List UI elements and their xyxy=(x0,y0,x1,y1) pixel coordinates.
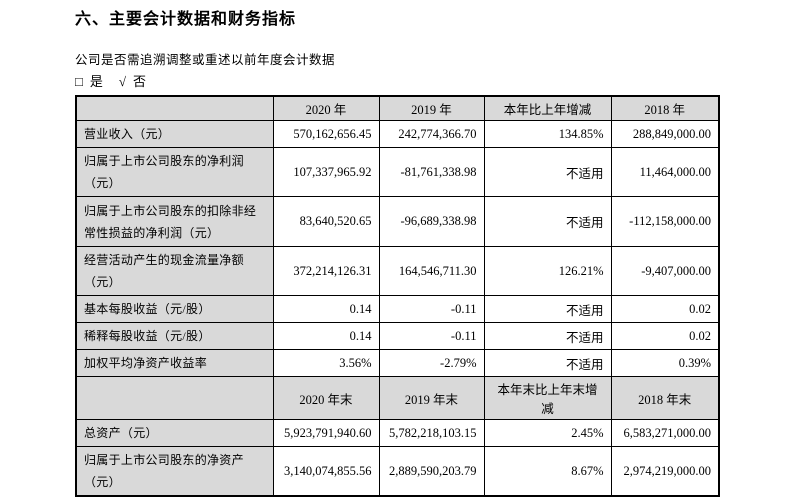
table-row-total-assets: 总资产（元） 5,923,791,940.60 5,782,218,103.15… xyxy=(75,419,720,447)
value-2019: 2,889,590,203.79 xyxy=(378,446,485,497)
value-2018: 0.39% xyxy=(610,349,720,377)
section-title: 六、主要会计数据和财务指标 xyxy=(75,11,297,28)
table-row-diluted-eps: 稀释每股收益（元/股） 0.14 -0.11 不适用 0.02 xyxy=(75,322,720,350)
row-label: 营业收入（元） xyxy=(75,120,274,148)
value-2020: 372,214,126.31 xyxy=(272,246,380,296)
header-2020-end: 2020 年末 xyxy=(272,376,380,420)
report-page: 六、主要会计数据和财务指标 公司是否需追溯调整或重述以前年度会计数据 □ 是 √ 否 … xyxy=(75,11,720,497)
value-2020: 3.56% xyxy=(272,349,380,377)
value-2018: 11,464,000.00 xyxy=(610,147,720,197)
table-row-net-profit-excl-nonrecurring: 归属于上市公司股东的扣除非经常性损益的净利润（元） 83,640,520.65 … xyxy=(75,196,720,247)
header-empty-cell xyxy=(75,376,274,420)
value-change: 不适用 xyxy=(483,196,612,247)
header-yoy-change: 本年比上年增减 xyxy=(483,95,612,121)
row-label: 归属于上市公司股东的扣除非经常性损益的净利润（元） xyxy=(75,196,274,247)
header-2019-end: 2019 年末 xyxy=(378,376,485,420)
financial-indicators-table: 2020 年 2019 年 本年比上年增减 2018 年 营业收入（元） 570… xyxy=(75,95,720,497)
value-2020: 0.14 xyxy=(272,295,380,323)
value-2020: 570,162,656.45 xyxy=(272,120,380,148)
header-2019: 2019 年 xyxy=(378,95,485,121)
table-row-weighted-avg-roe: 加权平均净资产收益率 3.56% -2.79% 不适用 0.39% xyxy=(75,349,720,377)
value-change: 8.67% xyxy=(483,446,612,497)
value-change: 134.85% xyxy=(483,120,612,148)
table-row-basic-eps: 基本每股收益（元/股） 0.14 -0.11 不适用 0.02 xyxy=(75,295,720,323)
header-yearend-change: 本年末比上年末增减 xyxy=(483,376,612,420)
header-empty-cell xyxy=(75,95,274,121)
value-2019: -96,689,338.98 xyxy=(378,196,485,247)
value-2020: 5,923,791,940.60 xyxy=(272,419,380,447)
value-2019: -81,761,338.98 xyxy=(378,147,485,197)
header-2018-end: 2018 年末 xyxy=(610,376,720,420)
value-2018: -9,407,000.00 xyxy=(610,246,720,296)
value-2019: -2.79% xyxy=(378,349,485,377)
value-2019: 242,774,366.70 xyxy=(378,120,485,148)
yes-checkbox-icon[interactable]: □ xyxy=(75,74,83,89)
value-2019: -0.11 xyxy=(378,295,485,323)
value-2018: 2,974,219,000.00 xyxy=(610,446,720,497)
header-2018: 2018 年 xyxy=(610,95,720,121)
yes-label: 是 xyxy=(89,74,103,89)
table-row-net-profit: 归属于上市公司股东的净利润（元） 107,337,965.92 -81,761,… xyxy=(75,147,720,197)
value-change: 不适用 xyxy=(483,349,612,377)
value-2018: 6,583,271,000.00 xyxy=(610,419,720,447)
value-2018: -112,158,000.00 xyxy=(610,196,720,247)
row-label: 稀释每股收益（元/股） xyxy=(75,322,274,350)
value-2018: 288,849,000.00 xyxy=(610,120,720,148)
value-2020: 0.14 xyxy=(272,322,380,350)
value-2020: 107,337,965.92 xyxy=(272,147,380,197)
row-label: 归属于上市公司股东的净利润（元） xyxy=(75,147,274,197)
value-2019: -0.11 xyxy=(378,322,485,350)
value-change: 不适用 xyxy=(483,322,612,350)
table-row-operating-cashflow: 经营活动产生的现金流量净额（元） 372,214,126.31 164,546,… xyxy=(75,246,720,296)
table-row-net-assets: 归属于上市公司股东的净资产（元） 3,140,074,855.56 2,889,… xyxy=(75,446,720,497)
value-2018: 0.02 xyxy=(610,295,720,323)
value-2019: 164,546,711.30 xyxy=(378,246,485,296)
yearend-header-row: 2020 年末 2019 年末 本年末比上年末增减 2018 年末 xyxy=(75,376,720,420)
no-label: 否 xyxy=(133,74,147,89)
value-change: 2.45% xyxy=(483,419,612,447)
row-label: 经营活动产生的现金流量净额（元） xyxy=(75,246,274,296)
value-2019: 5,782,218,103.15 xyxy=(378,419,485,447)
row-label: 基本每股收益（元/股） xyxy=(75,295,274,323)
value-change: 不适用 xyxy=(483,147,612,197)
restatement-question: 公司是否需追溯调整或重述以前年度会计数据 xyxy=(75,53,336,67)
no-checkmark-icon[interactable]: √ xyxy=(118,74,127,89)
row-label: 加权平均净资产收益率 xyxy=(75,349,274,377)
row-label: 总资产（元） xyxy=(75,419,274,447)
value-2020: 3,140,074,855.56 xyxy=(272,446,380,497)
value-2018: 0.02 xyxy=(610,322,720,350)
value-change: 不适用 xyxy=(483,295,612,323)
row-label: 归属于上市公司股东的净资产（元） xyxy=(75,446,274,497)
value-change: 126.21% xyxy=(483,246,612,296)
annual-header-row: 2020 年 2019 年 本年比上年增减 2018 年 xyxy=(75,95,720,121)
restatement-choice: □ 是 √ 否 xyxy=(75,71,162,90)
header-2020: 2020 年 xyxy=(272,95,380,121)
table-row-revenue: 营业收入（元） 570,162,656.45 242,774,366.70 13… xyxy=(75,120,720,148)
value-2020: 83,640,520.65 xyxy=(272,196,380,247)
